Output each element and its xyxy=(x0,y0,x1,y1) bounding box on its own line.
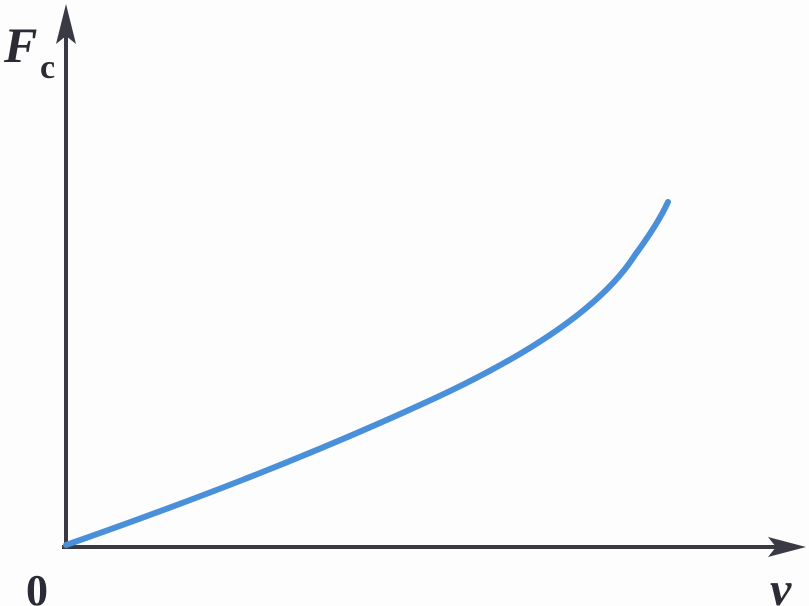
curve xyxy=(63,199,671,548)
y-axis-label: F xyxy=(3,17,37,73)
x-axis-arrow xyxy=(768,537,806,557)
x-axis-label: v xyxy=(770,563,792,606)
origin-label: 0 xyxy=(26,566,48,606)
y-axis-arrow xyxy=(56,4,76,44)
y-axis-label-subscript: c xyxy=(40,49,55,86)
